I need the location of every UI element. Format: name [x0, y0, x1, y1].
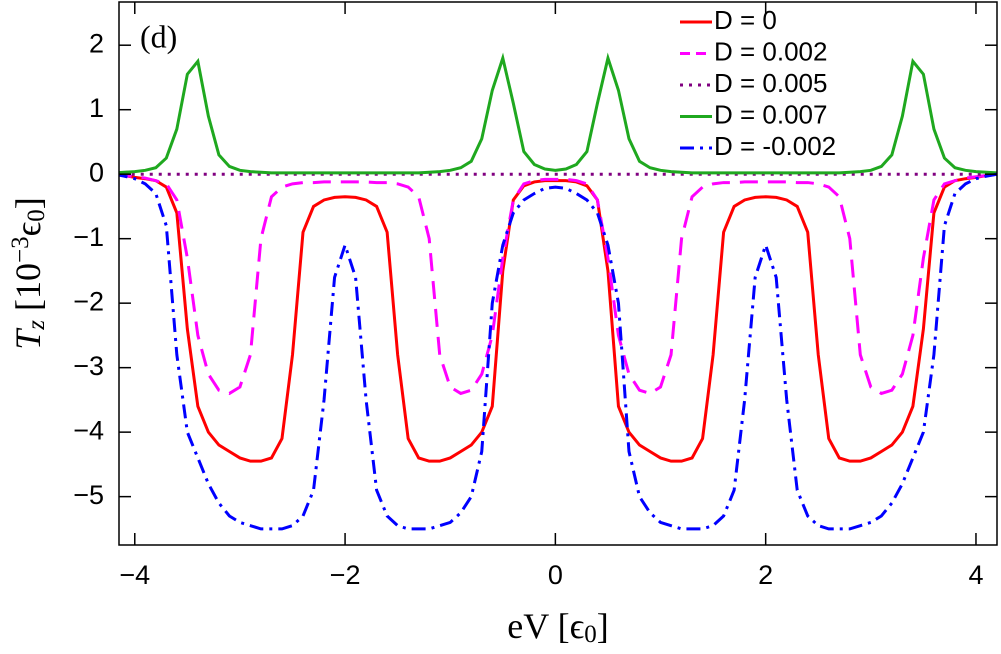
x-tick-label: 4	[968, 560, 983, 590]
y-tick-label: −3	[73, 351, 104, 381]
x-axis-label-part: ]	[597, 606, 609, 646]
y-tick-label: −2	[73, 286, 104, 316]
plot-lines	[119, 52, 997, 531]
y-axis-label: Tz [10−3ϵ0]	[7, 197, 50, 349]
x-axis-label-part: eV [ϵ	[507, 606, 584, 646]
series-line	[119, 52, 997, 175]
x-tick-label: 0	[548, 560, 563, 590]
legend-label: D = -0.002	[714, 131, 836, 161]
series-line	[119, 172, 997, 396]
plot-frame	[118, 1, 998, 546]
y-tick-label: −1	[73, 222, 104, 252]
legend-label: D = 0	[714, 5, 777, 35]
x-tick-label: −2	[330, 560, 361, 590]
x-tick-label: −4	[119, 560, 150, 590]
y-axis-label-part: ϵ	[8, 222, 48, 237]
y-tick-label: 1	[89, 93, 104, 123]
y-tick-label: 0	[89, 157, 104, 187]
series-line	[119, 172, 997, 531]
legend-label: D = 0.005	[714, 68, 827, 98]
y-tick-label: 2	[89, 28, 104, 58]
x-tick-label: 2	[758, 560, 773, 590]
x-axis-label: eV [ϵ0]	[507, 606, 608, 648]
y-axis-label-part: 0	[23, 209, 50, 222]
y-axis-label-part: z	[23, 320, 50, 331]
series-line	[119, 172, 997, 463]
y-tick-label: −5	[73, 480, 104, 510]
y-tick-label: −4	[73, 415, 104, 445]
legend-label: D = 0.007	[714, 99, 827, 129]
y-axis-label-part: [10	[8, 263, 48, 320]
y-axis-label-part: ]	[8, 197, 48, 209]
x-axis-label-part: 0	[584, 621, 597, 648]
panel-label: (d)	[140, 18, 177, 54]
legend-label: D = 0.002	[714, 36, 827, 66]
y-axis-label-part: T	[8, 327, 48, 350]
y-axis-label-part: −3	[7, 236, 34, 263]
